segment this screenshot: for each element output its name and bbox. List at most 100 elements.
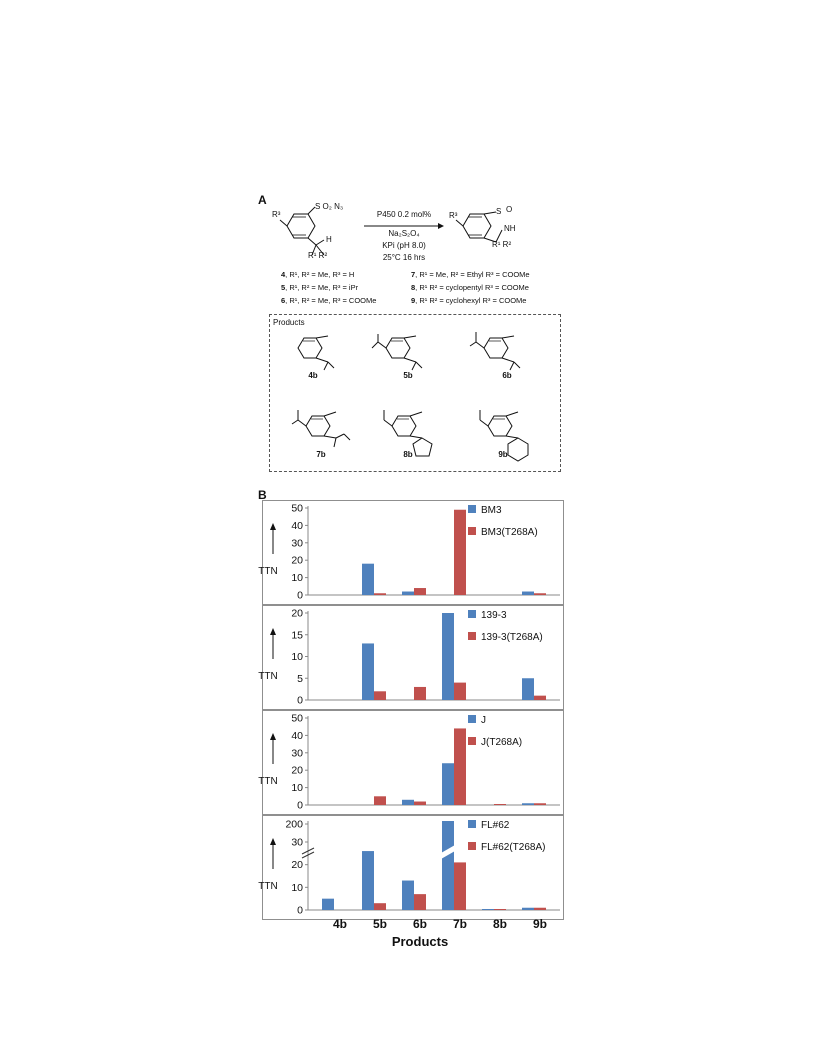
bar-8b-t268a (494, 804, 506, 805)
bar-7b-wildtype (442, 821, 454, 910)
panel-b-letter: B (258, 488, 267, 502)
chart-frame-j (262, 710, 564, 815)
x-label-6b: 6b (412, 917, 427, 931)
x-label-5b: 5b (372, 917, 387, 931)
x-label-9b: 9b (532, 917, 547, 931)
substrate-9-def: 9, R¹ R² = cyclohexyl R³ = COOMe (411, 296, 527, 305)
bar-9b-wildtype (522, 591, 534, 595)
legend-swatch-t268a (468, 527, 476, 535)
y-axis-title: TTN (258, 776, 277, 787)
y-tick-label: 0 (297, 800, 303, 812)
bar-9b-t268a (534, 695, 546, 700)
legend-label-wildtype: BM3 (481, 505, 502, 516)
substrate-4-def: 4, R¹, R² = Me, R³ = H (281, 270, 355, 279)
y-axis-title: TTN (258, 671, 277, 682)
product-4b-structure (297, 335, 335, 371)
reaction-arrow (364, 223, 444, 229)
product-7b-structure (291, 410, 351, 448)
legend-label-wildtype: FL#62 (481, 820, 510, 831)
legend-label-wildtype: J (481, 715, 486, 726)
y-tick-label: 10 (291, 651, 303, 663)
legend-label-t268a: BM3(T268A) (481, 527, 538, 538)
product-label-6b: 6b (502, 371, 512, 380)
y-tick-label: 40 (291, 520, 303, 532)
bar-6b-t268a (414, 894, 426, 910)
y-tick-label: 5 (297, 673, 303, 685)
y-tick-label: 20 (291, 859, 303, 871)
x-axis-category-labels: 4b 5b 6b 7b 8b 9b (328, 917, 552, 931)
product-r3-label: R³ (449, 211, 458, 220)
bar-7b-t268a (454, 509, 466, 595)
y-tick-label: 20 (291, 608, 303, 620)
substrate-7-def: 7, R¹ = Me, R² = Ethyl R³ = COOMe (411, 270, 530, 279)
x-axis-title: Products (391, 934, 449, 949)
legend-label-t268a: FL#62(T268A) (481, 842, 545, 853)
legend-swatch-wildtype (468, 610, 476, 618)
bar-7b-t268a (454, 682, 466, 700)
product-label-7b: 7b (316, 450, 326, 459)
y-tick-label: 10 (291, 882, 303, 894)
legend-label-t268a: 139-3(T268A) (481, 632, 543, 643)
product-label-5b: 5b (403, 371, 413, 380)
bar-5b-wildtype (362, 851, 374, 910)
start-r1r2-label: R¹ R² (308, 251, 328, 260)
condition-catalyst: P450 0.2 mol% (376, 210, 432, 219)
bar-6b-t268a (414, 588, 426, 595)
y-tick-label: 0 (297, 590, 303, 602)
panel-a-letter: A (258, 193, 267, 207)
bar-6b-t268a (414, 801, 426, 805)
y-tick-label: 50 (291, 503, 303, 515)
legend-swatch-wildtype (468, 820, 476, 828)
bar-6b-t268a (414, 686, 426, 700)
chart-frame-139-3 (262, 605, 564, 710)
product-label-9b: 9b (498, 450, 508, 459)
y-tick-label: 0 (297, 695, 303, 707)
bar-5b-t268a (374, 691, 386, 700)
up-arrow-head-icon (270, 523, 276, 530)
bar-6b-wildtype (402, 591, 414, 595)
axis-break-mark (301, 851, 315, 859)
x-label-7b: 7b (452, 917, 467, 931)
bar-5b-t268a (374, 796, 386, 805)
y-axis-title: TTN (258, 566, 277, 577)
substrate-5-def: 5, R¹, R² = Me, R³ = iPr (281, 283, 359, 292)
legend-label-t268a: J(T268A) (481, 737, 522, 748)
product-8b-structure (383, 410, 433, 457)
bar-6b-wildtype (402, 880, 414, 910)
bar-7b-t268a (454, 728, 466, 805)
product-structure (455, 211, 503, 243)
up-arrow-head-icon (270, 628, 276, 635)
product-o-label: O (506, 205, 513, 214)
condition-reductant: Na₂S₂O₄ (388, 229, 420, 238)
start-so2n3-label: S O₂ N₃ (315, 202, 344, 211)
bar-9b-wildtype (522, 907, 534, 910)
bar-7b-wildtype (442, 613, 454, 700)
products-box-title: Products (273, 318, 305, 327)
bar-break-gap (441, 845, 455, 859)
y-tick-label: 30 (291, 747, 303, 759)
bar-5b-t268a (374, 593, 386, 595)
bar-9b-wildtype (522, 678, 534, 700)
x-label-8b: 8b (492, 917, 507, 931)
product-label-4b: 4b (308, 371, 318, 380)
bar-7b-t268a (454, 862, 466, 910)
y-tick-label: 30 (291, 837, 303, 849)
condition-temp-time: 25°C 16 hrs (382, 253, 426, 262)
bar-5b-t268a (374, 903, 386, 910)
axis-break-mark (301, 847, 315, 855)
y-tick-label: 40 (291, 730, 303, 742)
y-tick-label: 15 (291, 629, 303, 641)
product-r1r2-label: R¹ R² (492, 240, 512, 249)
bar-9b-t268a (534, 593, 546, 595)
legend-swatch-t268a (468, 737, 476, 745)
bar-6b-wildtype (402, 799, 414, 805)
product-6b-structure (469, 332, 521, 371)
y-tick-label: 50 (291, 713, 303, 725)
start-r3-label: R³ (272, 210, 281, 219)
bar-9b-t268a (534, 907, 546, 910)
y-axis-title: TTN (258, 881, 277, 892)
bar-9b-t268a (534, 803, 546, 805)
substrate-6-def: 6, R¹, R² = Me, R³ = COOMe (281, 296, 377, 305)
product-label-8b: 8b (403, 450, 413, 459)
